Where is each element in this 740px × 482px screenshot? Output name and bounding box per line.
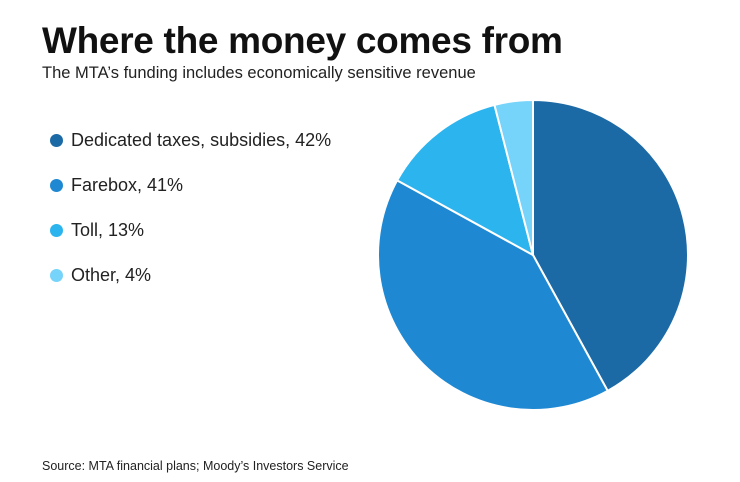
pie-slice-dedicated-taxes-subsidies (532, 99, 689, 392)
pie-slice-farebox (377, 179, 609, 411)
source-note: Source: MTA financial plans; Moody’s Inv… (42, 459, 349, 473)
legend-swatch-other (50, 269, 63, 282)
pie-slice-toll (396, 103, 534, 256)
legend-item-toll: Toll, 13% (50, 208, 331, 253)
pie-slice-other (493, 99, 534, 256)
legend-item-dedicated-taxes: Dedicated taxes, subsidies, 42% (50, 118, 331, 163)
chart-subtitle: The MTA’s funding includes economically … (42, 64, 476, 82)
legend-item-farebox: Farebox, 41% (50, 163, 331, 208)
legend-label-toll: Toll, 13% (71, 220, 145, 240)
chart-legend: Dedicated taxes, subsidies, 42% Farebox,… (50, 118, 331, 298)
pie-chart (377, 99, 689, 411)
legend-swatch-toll (50, 224, 63, 237)
legend-swatch-dedicated-taxes (50, 134, 63, 147)
chart-title: Where the money comes from (42, 20, 563, 61)
legend-item-other: Other, 4% (50, 253, 331, 298)
legend-swatch-farebox (50, 179, 63, 192)
legend-label-farebox: Farebox, 41% (71, 175, 184, 195)
legend-label-other: Other, 4% (71, 265, 152, 285)
legend-label-dedicated-taxes: Dedicated taxes, subsidies, 42% (71, 130, 332, 150)
